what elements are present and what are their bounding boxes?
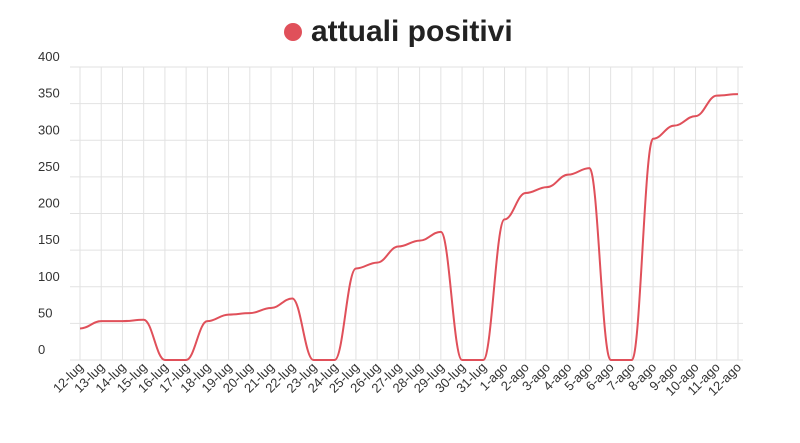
y-tick-label: 250 xyxy=(38,159,60,174)
y-tick-label: 300 xyxy=(38,122,60,137)
y-tick-label: 0 xyxy=(38,342,45,357)
data-line xyxy=(79,93,739,361)
y-tick-label: 50 xyxy=(38,305,52,320)
legend-marker xyxy=(284,23,302,41)
y-tick-label: 150 xyxy=(38,232,60,247)
y-tick-label: 200 xyxy=(38,196,60,211)
legend-label: attuali positivi xyxy=(311,15,513,48)
y-tick-label: 100 xyxy=(38,269,60,284)
y-tick-label: 400 xyxy=(38,49,60,64)
y-tick-label: 350 xyxy=(38,86,60,101)
